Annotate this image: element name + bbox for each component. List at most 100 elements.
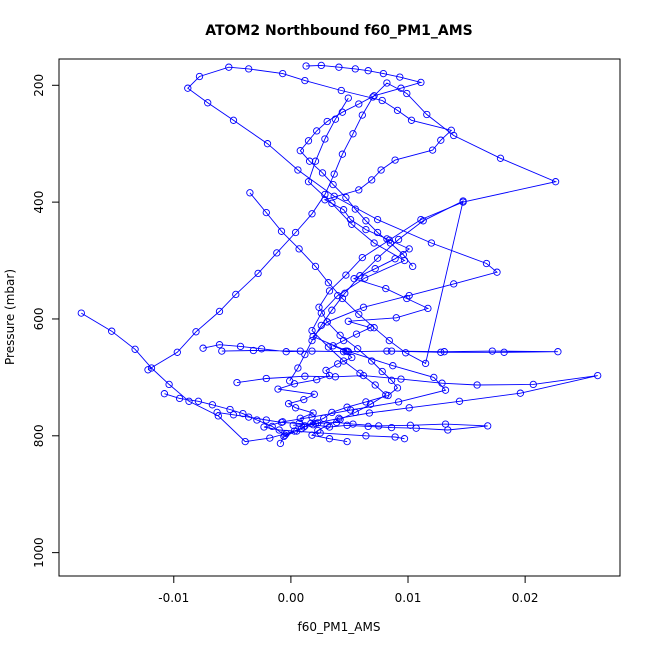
- data-point: [249, 346, 258, 355]
- data-point: [378, 367, 386, 376]
- data-point: [393, 106, 402, 115]
- data-point: [330, 192, 338, 200]
- data-point: [296, 147, 304, 155]
- data-point: [343, 421, 351, 429]
- series-1: [184, 63, 501, 448]
- data-point: [361, 274, 369, 282]
- data-point: [397, 84, 405, 92]
- data-point: [294, 166, 302, 174]
- data-point: [294, 364, 302, 372]
- data-layer: [77, 61, 602, 448]
- data-point: [594, 371, 602, 380]
- data-point: [317, 61, 325, 70]
- data-point: [229, 116, 238, 124]
- data-point: [391, 433, 399, 441]
- data-point: [233, 378, 241, 387]
- data-point: [257, 345, 266, 353]
- y-tick-label: 600: [32, 308, 46, 331]
- data-point: [339, 206, 348, 214]
- data-point: [313, 127, 321, 135]
- data-point: [473, 381, 481, 389]
- data-point: [173, 348, 181, 356]
- data-point: [260, 423, 268, 431]
- data-point: [245, 413, 253, 421]
- data-point: [317, 309, 325, 317]
- data-point: [373, 254, 382, 262]
- data-point: [368, 357, 376, 365]
- data-point: [239, 409, 247, 418]
- data-point: [423, 110, 431, 119]
- data-point: [279, 69, 287, 78]
- data-point: [371, 381, 379, 389]
- data-point: [335, 63, 343, 71]
- data-point: [310, 390, 318, 398]
- data-point: [424, 304, 432, 313]
- data-point: [342, 193, 350, 202]
- data-point: [325, 435, 334, 443]
- data-point: [184, 84, 192, 92]
- data-point: [355, 100, 363, 108]
- data-point: [343, 403, 351, 411]
- data-point: [378, 96, 386, 105]
- data-point: [263, 140, 272, 148]
- data-point: [375, 422, 383, 430]
- data-point: [314, 426, 322, 435]
- data-point: [295, 245, 303, 253]
- series-line: [307, 97, 406, 443]
- data-point: [488, 347, 496, 355]
- data-point: [459, 197, 467, 205]
- data-point: [362, 432, 370, 440]
- data-point: [352, 330, 361, 338]
- data-point: [328, 408, 336, 417]
- data-point: [147, 364, 156, 372]
- data-point: [328, 199, 336, 207]
- data-point: [195, 72, 204, 81]
- data-point: [368, 176, 376, 184]
- data-point: [407, 116, 416, 124]
- data-point: [400, 435, 409, 443]
- data-point: [450, 131, 458, 140]
- data-point: [296, 347, 304, 355]
- data-point: [438, 379, 446, 387]
- data-point: [440, 348, 448, 356]
- data-point: [351, 408, 359, 417]
- data-point: [308, 347, 316, 355]
- data-point: [194, 397, 203, 405]
- data-point: [500, 348, 508, 356]
- data-point: [349, 130, 357, 138]
- data-point: [412, 424, 420, 432]
- data-point: [225, 63, 233, 71]
- data-point: [323, 421, 331, 429]
- data-point: [245, 65, 253, 73]
- y-tick-label: 1000: [32, 537, 46, 568]
- x-axis: -0.01 0.00 0.01 0.02: [158, 575, 538, 605]
- data-point: [437, 348, 445, 356]
- data-point: [417, 78, 425, 87]
- data-point: [304, 178, 313, 186]
- data-point: [365, 409, 374, 417]
- data-point: [383, 347, 391, 355]
- data-point: [394, 398, 403, 406]
- data-point: [366, 400, 375, 408]
- series-line: [164, 375, 598, 436]
- data-point: [160, 390, 169, 398]
- data-point: [276, 439, 285, 448]
- data-point: [339, 357, 348, 365]
- data-point: [318, 169, 327, 177]
- data-point: [331, 373, 340, 381]
- series-line: [217, 411, 488, 431]
- data-point: [325, 287, 334, 295]
- data-point: [311, 157, 320, 165]
- data-point: [356, 272, 364, 280]
- data-point: [405, 245, 413, 253]
- x-tick-label: 0.01: [395, 591, 422, 605]
- data-point: [321, 190, 329, 199]
- series-4: [199, 341, 562, 356]
- data-point: [300, 395, 308, 404]
- data-point: [394, 235, 403, 244]
- data-point: [208, 401, 217, 409]
- data-point: [348, 220, 356, 228]
- data-point: [77, 309, 85, 317]
- data-point: [389, 362, 397, 370]
- data-point: [192, 328, 200, 336]
